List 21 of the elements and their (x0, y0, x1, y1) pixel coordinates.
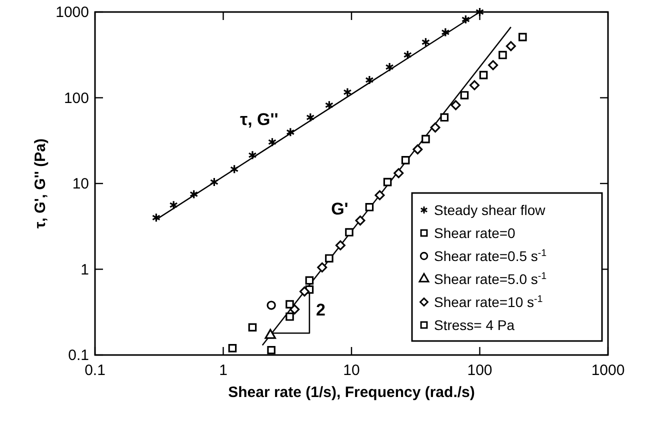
x-tick-label: 10 (343, 362, 360, 379)
x-tick-label: 1 (219, 362, 228, 379)
y-tick-label: 100 (64, 90, 89, 107)
legend-label: Shear rate=5.0 s$^{-1}$ (434, 270, 547, 287)
y-axis-title: τ, G', G'' (Pa) (32, 138, 49, 228)
legend-label: Steady shear flow (434, 202, 546, 218)
y-tick-label: 0.1 (68, 347, 89, 364)
legend-label: Shear rate=0 (434, 225, 516, 241)
y-tick-label: 10 (72, 176, 89, 192)
x-tick-label: 100 (467, 362, 492, 379)
x-axis-title: Shear rate (1/s), Frequency (rad./s) (228, 384, 475, 401)
x-tick-label: 0.1 (84, 362, 106, 379)
y-tick-label: 1 (80, 261, 89, 278)
legend-label: Shear rate=0.5 s$^{-1}$ (434, 248, 547, 264)
annotation: τ, G'' (240, 110, 278, 130)
legend-label: Stress= 4 Pa (434, 317, 515, 333)
annotation: G' (331, 199, 348, 218)
legend-label: Shear rate=10 s$^{-1}$ (434, 294, 543, 310)
x-tick-label: 1000 (591, 362, 625, 379)
annotation: 2 (316, 300, 326, 320)
y-tick-label: 1000 (56, 4, 89, 21)
